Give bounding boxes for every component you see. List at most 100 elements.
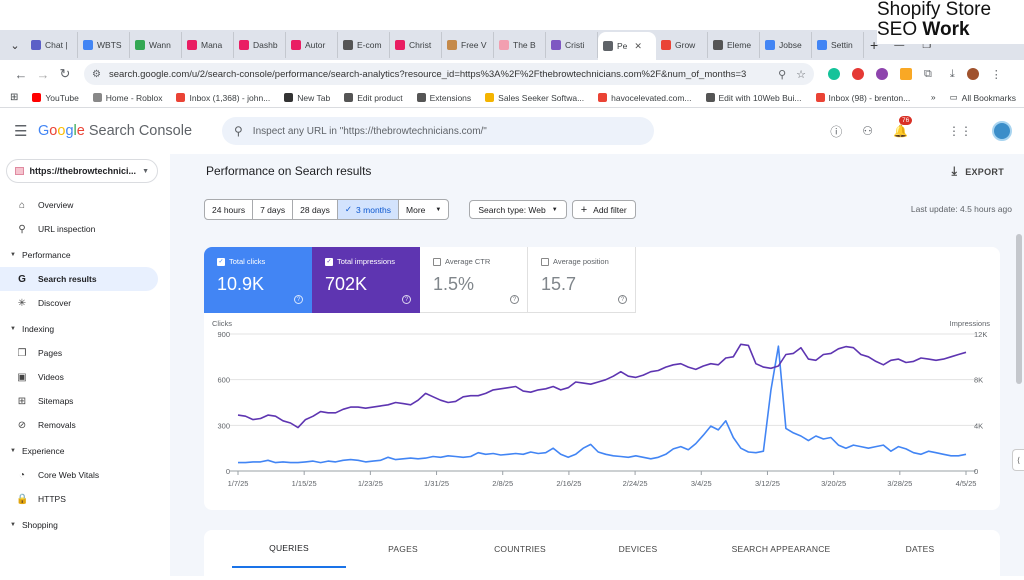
tab-queries[interactable]: QUERIES — [232, 530, 346, 568]
browser-tab[interactable]: Grow — [656, 32, 708, 58]
help-icon[interactable]: ⓘ — [830, 124, 843, 139]
export-button[interactable]: ⤓ EXPORT — [951, 164, 1004, 178]
user-settings-icon[interactable]: ⚇ — [862, 124, 874, 138]
apps-grid-icon[interactable]: ⊞ — [10, 92, 19, 103]
browser-tab[interactable]: Jobse — [760, 32, 812, 58]
bookmark-item[interactable]: Edit with 10Web Bui... — [705, 93, 802, 103]
url-inspect-placeholder[interactable]: Inspect any URL in "https://thebrowtechn… — [252, 125, 487, 137]
pokeball-icon[interactable] — [852, 68, 864, 80]
metric-card-average-position[interactable]: Average position 15.7? — [528, 247, 636, 313]
tab-search-appearance[interactable]: SEARCH APPEARANCE — [731, 544, 831, 554]
browser-tab[interactable]: Eleme — [708, 32, 760, 58]
browser-tab[interactable]: Chat | — [26, 32, 78, 58]
tab-pages[interactable]: PAGES — [388, 544, 418, 554]
avatar[interactable] — [992, 121, 1012, 141]
property-selector[interactable]: https://thebrowtechnici... ▼ — [6, 159, 158, 183]
metric-checkbox[interactable] — [541, 257, 549, 266]
browser-tab[interactable]: Cristi — [546, 32, 598, 58]
bookmark-item[interactable]: YouTube — [32, 93, 79, 103]
browser-tab[interactable]: Mana — [182, 32, 234, 58]
reload-icon[interactable]: ↻ — [59, 66, 71, 81]
hamburger-menu-icon[interactable]: ☰ — [14, 123, 28, 140]
date-range-24-hours[interactable]: 24 hours — [205, 200, 254, 219]
sidebar-item-removals[interactable]: ⊘ Removals — [0, 413, 158, 437]
maximize-icon[interactable]: ❐ — [922, 39, 932, 51]
menu-dots-icon[interactable]: ⋮ — [990, 68, 1002, 81]
zoom-icon[interactable]: ⚲ — [778, 68, 787, 81]
bookmark-item[interactable]: Edit product — [344, 93, 403, 103]
back-icon[interactable]: ← — [14, 66, 28, 82]
metric-checkbox[interactable] — [433, 257, 441, 266]
bookmark-item[interactable]: Home - Roblox — [92, 93, 162, 103]
date-range-28-days[interactable]: 28 days — [293, 200, 338, 219]
browser-tab[interactable]: Wann — [130, 32, 182, 58]
url-text[interactable]: search.google.com/u/2/search-console/per… — [108, 68, 747, 80]
page-scrollbar[interactable] — [1016, 234, 1022, 384]
help-icon[interactable]: ? — [618, 295, 627, 304]
site-info-icon[interactable]: ⚙ — [92, 68, 101, 80]
date-range-more[interactable]: More ▼ — [406, 204, 442, 215]
browser-tab[interactable]: Autor — [286, 32, 338, 58]
tab-devices[interactable]: DEVICES — [618, 544, 658, 554]
download-icon[interactable]: ⤓ — [949, 67, 955, 80]
tab-dates[interactable]: DATES — [905, 544, 935, 554]
all-bookmarks[interactable]: ▭ All Bookmarks — [949, 92, 1016, 103]
bookmark-item[interactable]: havocelevated.com... — [598, 93, 692, 103]
tab-countries[interactable]: COUNTRIES — [494, 544, 546, 554]
help-icon[interactable]: ? — [294, 295, 303, 304]
bookmark-item[interactable]: Inbox (98) - brenton... — [815, 93, 910, 103]
sidebar-item-overview[interactable]: ⌂ Overview — [0, 193, 158, 217]
sidebar-item-pages[interactable]: ❐ Pages — [0, 341, 158, 365]
puzzle-icon[interactable]: ⧉ — [924, 67, 932, 80]
bookmarks-overflow[interactable]: » — [930, 92, 936, 102]
bookmark-star-icon[interactable]: ☆ — [796, 68, 806, 81]
tab-search-icon[interactable]: ⌄ — [10, 39, 20, 52]
omnibox[interactable]: ⚙ search.google.com/u/2/search-console/p… — [84, 63, 814, 85]
nav-section-experience[interactable]: ▼ Experience — [0, 439, 170, 463]
sidebar-item-search-results[interactable]: G Search results — [0, 267, 158, 291]
grammarly-icon[interactable] — [828, 68, 840, 80]
date-range-7-days[interactable]: 7 days — [253, 200, 294, 219]
nav-section-performance[interactable]: ▼ Performance — [0, 243, 170, 267]
close-tab-icon[interactable]: ✕ — [634, 40, 642, 51]
browser-tab[interactable]: The B — [494, 32, 546, 58]
profile-avatar-icon[interactable] — [966, 68, 979, 80]
forward-icon[interactable]: → — [36, 66, 50, 82]
bookmark-item[interactable]: Extensions — [416, 93, 471, 103]
nav-section-indexing[interactable]: ▼ Indexing — [0, 317, 170, 341]
sidebar-item-core-web-vitals[interactable]: ◔ Core Web Vitals — [0, 463, 158, 487]
metric-checkbox[interactable]: ✓ — [325, 257, 333, 266]
date-range-3-months[interactable]: ✓ 3 months — [337, 200, 400, 219]
browser-tab[interactable]: WBTS — [78, 32, 130, 58]
url-inspect-search[interactable]: ⚲ Inspect any URL in "https://thebrowtec… — [222, 117, 654, 145]
bookmark-item[interactable]: New Tab — [284, 93, 330, 103]
help-icon[interactable]: ? — [402, 295, 411, 304]
sidebar-item-discover[interactable]: ✳ Discover — [0, 291, 158, 315]
side-panel-icon[interactable]: ⟨ — [1012, 449, 1024, 471]
browser-tab[interactable]: Free V — [442, 32, 494, 58]
browser-tab[interactable]: E-com — [338, 32, 390, 58]
metric-card-average-ctr[interactable]: Average CTR 1.5%? — [420, 247, 528, 313]
gsc-logo[interactable]: Google Search Console — [38, 123, 193, 139]
bookmark-item[interactable]: Inbox (1,368) - john... — [176, 93, 270, 103]
metric-checkbox[interactable]: ✓ — [217, 257, 225, 266]
extension-icon[interactable] — [876, 68, 888, 80]
help-icon[interactable]: ? — [510, 295, 519, 304]
metric-card-total-impressions[interactable]: ✓ Total impressions 702K? — [312, 247, 420, 313]
browser-tab[interactable]: Pe ✕ — [598, 32, 656, 60]
nav-section-shopping[interactable]: ▼ Shopping — [0, 513, 170, 537]
sidebar-item-https[interactable]: 🔒 HTTPS — [0, 487, 158, 511]
sidebar-item-url-inspection[interactable]: ⚲ URL inspection — [0, 217, 158, 241]
browser-tab[interactable]: Settin — [812, 32, 864, 58]
browser-tab[interactable]: Dashb — [234, 32, 286, 58]
bookmark-item[interactable]: Sales Seeker Softwa... — [485, 93, 584, 103]
browser-tab[interactable]: Christ — [390, 32, 442, 58]
apps-grid-icon[interactable]: ⋮⋮ — [948, 124, 972, 138]
rss-icon[interactable] — [900, 68, 912, 80]
notifications-icon[interactable]: 🔔 76 — [893, 116, 913, 138]
metric-card-total-clicks[interactable]: ✓ Total clicks 10.9K? — [204, 247, 312, 313]
sidebar-item-videos[interactable]: ▣ Videos — [0, 365, 158, 389]
add-filter-button[interactable]: + Add filter — [571, 200, 636, 219]
sidebar-item-sitemaps[interactable]: ⊞ Sitemaps — [0, 389, 158, 413]
minimize-icon[interactable]: — — [894, 39, 905, 51]
